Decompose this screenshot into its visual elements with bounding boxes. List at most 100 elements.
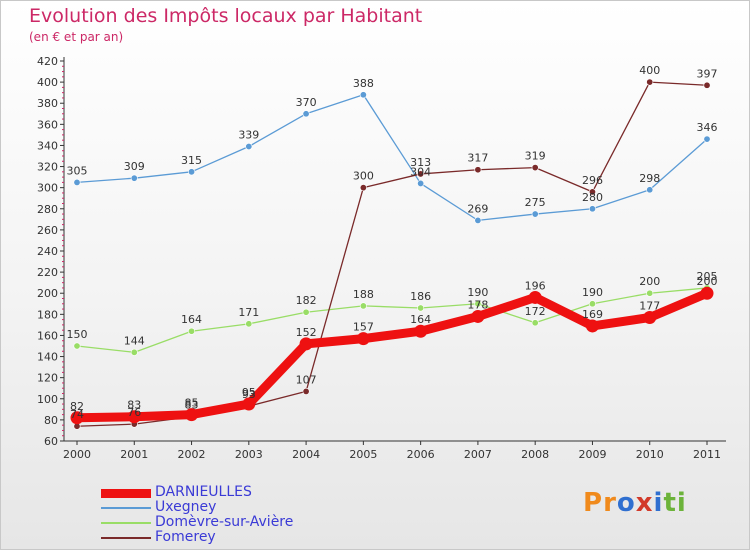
data-point-fomerey [646,78,654,86]
legend-item-uxegney: Uxegney [101,499,341,515]
data-point-uxegney [417,179,425,187]
data-point-dom-vre-sur-avi-re [646,289,654,297]
legend-label-darnieulles: DARNIEULLES [155,484,252,500]
data-point-darnieulles [70,411,84,425]
data-label-dom-vre-sur-avi-re: 171 [238,306,259,319]
x-tick-label: 2006 [407,448,435,461]
legend-label-uxegney: Uxegney [155,499,217,515]
data-label-uxegney: 346 [697,121,718,134]
data-label-uxegney: 339 [238,129,259,142]
data-point-darnieulles [356,332,370,346]
data-label-dom-vre-sur-avi-re: 190 [582,286,603,299]
data-point-dom-vre-sur-avi-re [417,304,425,312]
data-label-dom-vre-sur-avi-re: 164 [181,313,202,326]
legend-swatch-darnieulles [101,489,151,498]
data-label-darnieulles: 95 [242,386,256,399]
data-point-darnieulles [185,408,199,422]
legend-item-domevre: Domèvre-sur-Avière [101,514,341,530]
logo-letter: x [635,488,654,518]
data-label-fomerey: 313 [410,156,431,169]
chart-points [70,78,714,430]
data-label-fomerey: 83 [185,399,199,412]
y-tick-label: 380 [37,97,58,110]
x-tick-label: 2007 [464,448,492,461]
data-label-darnieulles: 200 [697,275,718,288]
data-point-fomerey [359,184,367,192]
x-tick-label: 2008 [521,448,549,461]
data-label-dom-vre-sur-avi-re: 144 [124,334,145,347]
data-point-dom-vre-sur-avi-re [359,302,367,310]
data-label-dom-vre-sur-avi-re: 188 [353,288,374,301]
data-label-fomerey: 93 [242,388,256,401]
logo-letter: i [653,488,664,518]
y-tick-label: 400 [37,76,58,89]
chart-series [72,81,712,427]
data-point-uxegney [302,110,310,118]
x-tick-label: 2002 [178,448,206,461]
y-tick-label: 100 [37,393,58,406]
y-tick-label: 200 [37,287,58,300]
data-point-dom-vre-sur-avi-re [130,348,138,356]
data-label-uxegney: 305 [67,164,88,177]
data-point-darnieulles [528,290,542,304]
data-label-darnieulles: 164 [410,313,431,326]
data-label-fomerey: 319 [525,150,546,163]
y-tick-label: 280 [37,203,58,216]
data-point-uxegney [474,216,482,224]
y-tick-label: 340 [37,139,58,152]
y-tick-label: 160 [37,329,58,342]
data-label-dom-vre-sur-avi-re: 150 [67,328,88,341]
y-tick-label: 360 [37,118,58,131]
data-label-uxegney: 275 [525,196,546,209]
data-label-fomerey: 317 [467,152,488,165]
data-point-dom-vre-sur-avi-re [474,300,482,308]
data-point-fomerey [588,188,596,196]
data-point-fomerey [531,164,539,172]
y-tick-label: 220 [37,266,58,279]
x-tick-label: 2000 [63,448,91,461]
data-point-dom-vre-sur-avi-re [588,300,596,308]
data-label-darnieulles: 85 [185,397,199,410]
x-tick-label: 2004 [292,448,320,461]
data-label-darnieulles: 169 [582,308,603,321]
data-label-uxegney: 388 [353,77,374,90]
data-point-dom-vre-sur-avi-re [302,308,310,316]
data-point-darnieulles [127,410,141,424]
y-tick-label: 180 [37,308,58,321]
series-line-uxegney [76,94,708,222]
data-point-dom-vre-sur-avi-re [245,320,253,328]
data-label-uxegney: 304 [410,165,431,178]
y-tick-label: 80 [44,414,58,427]
data-point-uxegney [73,178,81,186]
x-tick-label: 2005 [349,448,377,461]
data-point-dom-vre-sur-avi-re [188,327,196,335]
data-label-darnieulles: 82 [70,400,84,413]
data-label-dom-vre-sur-avi-re: 186 [410,290,431,303]
data-label-uxegney: 309 [124,160,145,173]
x-tick-label: 2011 [693,448,721,461]
logo-letter: r [603,488,617,518]
legend-item-darnieulles: DARNIEULLES [101,484,341,500]
data-point-uxegney [359,91,367,99]
data-point-uxegney [245,143,253,151]
series-line-dom-vre-sur-avi-re [76,287,708,353]
data-point-darnieulles [643,311,657,324]
legend-swatch-fomerey [101,537,151,539]
y-tick-label: 140 [37,351,58,364]
logo-letter: P [583,488,604,518]
data-label-dom-vre-sur-avi-re: 200 [639,275,660,288]
logo-letter: o [616,488,636,518]
x-tick-label: 2003 [235,448,263,461]
data-label-uxegney: 315 [181,154,202,167]
y-tick-label: 240 [37,245,58,258]
x-tick-label: 2001 [120,448,148,461]
data-label-fomerey: 107 [296,373,317,386]
legend-swatch-uxegney [101,507,151,509]
y-tick-label: 320 [37,161,58,174]
data-label-dom-vre-sur-avi-re: 190 [467,286,488,299]
data-point-darnieulles [585,319,599,333]
series-line-darnieulles [72,288,712,423]
